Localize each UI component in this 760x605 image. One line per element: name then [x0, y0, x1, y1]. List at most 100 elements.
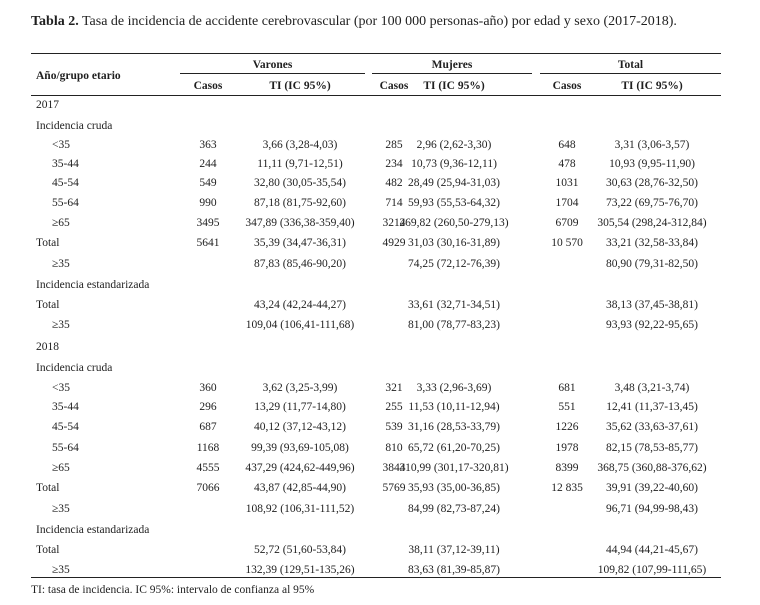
age-group-label: 35-44	[52, 401, 79, 413]
rate-ci-cell: 38,13 (37,45-38,81)	[606, 299, 698, 311]
cases-cell: 5641	[196, 237, 220, 249]
cases-cell: 549	[199, 177, 217, 189]
rate-ci-cell: 3,33 (2,96-3,69)	[416, 382, 492, 394]
rate-ci-cell: 52,72 (51,60-53,84)	[254, 544, 346, 556]
rate-ci-cell: 310,99 (301,17-320,81)	[399, 462, 509, 474]
year-label: 2018	[36, 341, 59, 353]
bottom-rule	[31, 577, 721, 579]
top-rule	[31, 53, 721, 55]
cases-cell: 7066	[196, 482, 220, 494]
group-rule-varones	[180, 73, 365, 74]
rate-ci-cell: 3,66 (3,28-4,03)	[262, 139, 338, 151]
column-header: TI (IC 95%)	[423, 80, 485, 92]
rate-ci-cell: 3,48 (3,21-3,74)	[614, 382, 690, 394]
rate-ci-cell: 3,31 (3,06-3,57)	[614, 139, 690, 151]
caption-text: Tasa de incidencia de accidente cerebrov…	[81, 14, 677, 29]
cases-cell: 1704	[555, 197, 579, 209]
rate-ci-cell: 99,39 (93,69-105,08)	[251, 442, 349, 454]
age-group-label: 55-64	[52, 197, 79, 209]
age-group-label: ≥35	[52, 258, 70, 270]
rate-ci-cell: 31,16 (28,53-33,79)	[408, 421, 500, 433]
column-header: Casos	[193, 80, 223, 92]
rate-ci-cell: 80,90 (79,31-82,50)	[606, 258, 698, 270]
section-label: Total	[36, 237, 60, 249]
cases-cell: 551	[558, 401, 576, 413]
rate-ci-cell: 10,73 (9,36-12,11)	[411, 158, 497, 170]
rate-ci-cell: 347,89 (336,38-359,40)	[245, 217, 355, 229]
rate-ci-cell: 83,63 (81,39-85,87)	[408, 564, 500, 576]
rate-ci-cell: 33,61 (32,71-34,51)	[408, 299, 500, 311]
age-group-label: <35	[52, 382, 70, 394]
cases-cell: 681	[558, 382, 576, 394]
column-header: TI (IC 95%)	[269, 80, 331, 92]
cases-cell: 10 570	[551, 237, 583, 249]
section-label: Total	[36, 299, 60, 311]
cases-cell: 3495	[196, 217, 220, 229]
rate-ci-cell: 305,54 (298,24-312,84)	[597, 217, 707, 229]
rate-ci-cell: 12,41 (11,37-13,45)	[606, 401, 698, 413]
rate-ci-cell: 87,83 (85,46-90,20)	[254, 258, 346, 270]
column-header: TI (IC 95%)	[621, 80, 683, 92]
rate-ci-cell: 84,99 (82,73-87,24)	[408, 503, 500, 515]
section-label: Incidencia estandarizada	[36, 279, 150, 291]
rate-ci-cell: 30,63 (28,76-32,50)	[606, 177, 698, 189]
cases-cell: 244	[199, 158, 217, 170]
rate-ci-cell: 43,24 (42,24-44,27)	[254, 299, 346, 311]
cases-cell: 4555	[196, 462, 220, 474]
age-group-label: ≥35	[52, 503, 70, 515]
rate-ci-cell: 10,93 (9,95-11,90)	[609, 158, 695, 170]
age-group-label: <35	[52, 139, 70, 151]
rate-ci-cell: 74,25 (72,12-76,39)	[408, 258, 500, 270]
cases-cell: 648	[558, 139, 576, 151]
caption-label: Tabla 2.	[31, 14, 79, 29]
cases-cell: 687	[199, 421, 217, 433]
rate-ci-cell: 40,12 (37,12-43,12)	[254, 421, 346, 433]
cases-cell: 1168	[196, 442, 220, 454]
rate-ci-cell: 35,39 (34,47-36,31)	[254, 237, 346, 249]
cases-cell: 1031	[555, 177, 579, 189]
rate-ci-cell: 31,03 (30,16-31,89)	[408, 237, 500, 249]
rate-ci-cell: 81,00 (78,77-83,23)	[408, 319, 500, 331]
rate-ci-cell: 35,62 (33,63-37,61)	[606, 421, 698, 433]
rate-ci-cell: 28,49 (25,94-31,03)	[408, 177, 500, 189]
section-label: Incidencia cruda	[36, 362, 113, 374]
cases-cell: 285	[385, 139, 403, 151]
age-group-label: 35-44	[52, 158, 79, 170]
rate-ci-cell: 269,82 (260,50-279,13)	[399, 217, 509, 229]
cases-cell: 255	[385, 401, 403, 413]
rate-ci-cell: 11,11 (9,71-12,51)	[257, 158, 343, 170]
cases-cell: 234	[385, 158, 403, 170]
cases-cell: 1226	[555, 421, 579, 433]
cases-cell: 478	[558, 158, 576, 170]
rate-ci-cell: 2,96 (2,62-3,30)	[416, 139, 492, 151]
group-header-varones: Varones	[252, 59, 293, 71]
rate-ci-cell: 3,62 (3,25-3,99)	[262, 382, 338, 394]
age-group-label: 45-54	[52, 421, 79, 433]
cases-cell: 990	[199, 197, 217, 209]
age-group-label: ≥35	[52, 564, 70, 576]
age-group-label: 45-54	[52, 177, 79, 189]
cases-cell: 1978	[555, 442, 579, 454]
rate-ci-cell: 33,21 (32,58-33,84)	[606, 237, 698, 249]
rate-ci-cell: 35,93 (35,00-36,85)	[408, 482, 500, 494]
cases-cell: 482	[385, 177, 403, 189]
rate-ci-cell: 96,71 (94,99-98,43)	[606, 503, 698, 515]
rate-ci-cell: 82,15 (78,53-85,77)	[606, 442, 698, 454]
group-header-mujeres: Mujeres	[431, 59, 473, 71]
cases-cell: 8399	[555, 462, 579, 474]
group-rule-mujeres	[372, 73, 532, 74]
cases-cell: 363	[199, 139, 217, 151]
rate-ci-cell: 132,39 (129,51-135,26)	[245, 564, 355, 576]
header-rule	[31, 95, 721, 96]
section-label: Incidencia cruda	[36, 120, 113, 132]
rate-ci-cell: 44,94 (44,21-45,67)	[606, 544, 698, 556]
rate-ci-cell: 13,29 (11,77-14,80)	[254, 401, 346, 413]
rate-ci-cell: 39,91 (39,22-40,60)	[606, 482, 698, 494]
rate-ci-cell: 38,11 (37,12-39,11)	[408, 544, 500, 556]
table-caption: Tabla 2. Tasa de incidencia de accidente…	[31, 14, 751, 30]
rate-ci-cell: 65,72 (61,20-70,25)	[408, 442, 500, 454]
rate-ci-cell: 11,53 (10,11-12,94)	[408, 401, 500, 413]
column-header: Casos	[379, 80, 409, 92]
section-label: Incidencia estandarizada	[36, 524, 150, 536]
